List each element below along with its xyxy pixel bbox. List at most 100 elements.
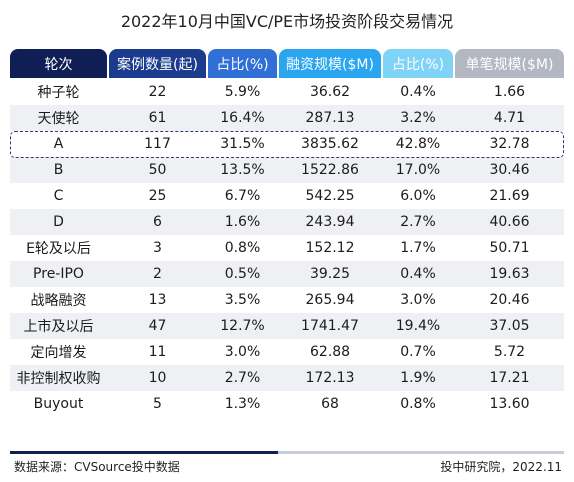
table-cell: 42.8%: [395, 136, 441, 152]
table-cell: 40.66: [489, 214, 530, 230]
table-cell: 0.5%: [224, 266, 261, 282]
table-cell: 265.94: [305, 292, 355, 308]
table-cell: 1.66: [493, 84, 526, 100]
footer-rule-light: [278, 451, 564, 454]
table-cell: 0.8%: [224, 240, 261, 256]
table-cell: 13: [148, 292, 167, 308]
table-cell: 3.0%: [400, 292, 436, 308]
table-cell: 1741.47: [301, 318, 359, 334]
table-cell: 1.7%: [400, 240, 436, 256]
row-label-cell: 上市及以后: [23, 319, 94, 335]
table-row: C 25 6.7% 542.25 6.0% 21.69: [10, 183, 564, 209]
table-cell: 3.5%: [224, 292, 261, 308]
table-cell: 3.2%: [400, 110, 436, 126]
table-cell: 6.7%: [224, 188, 261, 204]
row-label-cell: B: [53, 162, 64, 178]
table-cell: 25: [148, 188, 167, 204]
table-cell: 13.5%: [220, 162, 265, 178]
row-label-cell: 天使轮: [37, 111, 80, 127]
table-cell: 17.21: [489, 370, 530, 386]
row-label-cell: 定向增发: [30, 345, 87, 361]
table-cell: 5.72: [493, 344, 526, 360]
table-cell: 30.46: [489, 162, 530, 178]
column-header-5: 占比(%): [383, 49, 453, 78]
table-cell: 152.12: [305, 240, 355, 256]
column-header-2: 案例数量(起): [109, 49, 206, 78]
chart-title: 2022年10月中国VC/PE市场投资阶段交易情况: [120, 12, 454, 31]
table-cell: 68: [321, 396, 339, 412]
table-cell: 19.4%: [395, 318, 441, 334]
table-cell: 32.78: [489, 136, 530, 152]
row-label-cell: 种子轮: [37, 85, 80, 101]
table-cell: 2: [153, 266, 162, 282]
table-row: Buyout 5 1.3% 68 0.8% 13.60: [10, 391, 564, 417]
table-row: 天使轮 61 16.4% 287.13 3.2% 4.71: [10, 105, 564, 131]
table-cell: 2.7%: [400, 214, 436, 230]
table-cell: 10: [148, 370, 167, 386]
table-cell: 0.7%: [400, 344, 436, 360]
table-cell: 6.0%: [400, 188, 436, 204]
table-cell: 1522.86: [301, 162, 359, 178]
row-label-cell: 战略融资: [30, 293, 87, 309]
column-header-3: 占比(%): [208, 49, 277, 78]
table-cell: 50: [148, 162, 167, 178]
table-cell: 37.05: [489, 318, 530, 334]
table-cell: 1.6%: [224, 214, 261, 230]
table-row: 战略融资 13 3.5% 265.94 3.0% 20.46: [10, 287, 564, 313]
row-label-cell: C: [53, 188, 64, 204]
table-cell: 4.71: [493, 110, 526, 126]
table-cell: 31.5%: [220, 136, 265, 152]
table-cell: 3835.62: [301, 136, 359, 152]
table-cell: 0.8%: [400, 396, 436, 412]
table-cell: 2.7%: [224, 370, 261, 386]
table-row: A 117 31.5% 3835.62 42.8% 32.78: [10, 131, 564, 157]
table-row: 上市及以后 47 12.7% 1741.47 19.4% 37.05: [10, 313, 564, 339]
table-cell: 6: [153, 214, 162, 230]
table-cell: 50.71: [489, 240, 530, 256]
table-row: B 50 13.5% 1522.86 17.0% 30.46: [10, 157, 564, 183]
table-row: Pre-IPO 2 0.5% 39.25 0.4% 19.63: [10, 261, 564, 287]
table-cell: 12.7%: [220, 318, 265, 334]
column-header-6: 单笔规模($M): [455, 49, 564, 78]
table-cell: 13.60: [489, 396, 530, 412]
footer-rule-dark: [10, 451, 278, 454]
table-cell: 61: [148, 110, 167, 126]
table-row: 定向增发 11 3.0% 62.88 0.7% 5.72: [10, 339, 564, 365]
table-row: E轮及以后 3 0.8% 152.12 1.7% 50.71: [10, 235, 564, 261]
table-cell: 5: [153, 396, 162, 412]
table-row: 种子轮 22 5.9% 36.62 0.4% 1.66: [10, 79, 564, 105]
table-cell: 39.25: [309, 266, 351, 282]
source-note: 数据来源：CVSource投中数据: [14, 460, 180, 474]
credit-note: 投中研究院，2022.11: [440, 460, 562, 474]
row-label-cell: E轮及以后: [26, 241, 91, 257]
table-row: 非控制权收购 10 2.7% 172.13 1.9% 17.21: [10, 365, 564, 391]
table-cell: 47: [148, 318, 167, 334]
table-cell: 287.13: [305, 110, 355, 126]
table-cell: 117: [144, 136, 171, 152]
table-cell: 3: [153, 240, 162, 256]
table-cell: 62.88: [309, 344, 351, 360]
table-cell: 243.94: [305, 214, 355, 230]
row-label-cell: Pre-IPO: [33, 266, 84, 282]
table-cell: 542.25: [305, 188, 355, 204]
row-label-cell: 非控制权收购: [16, 371, 101, 387]
table-cell: 36.62: [309, 84, 351, 100]
table-cell: 0.4%: [400, 84, 436, 100]
table-cell: 1.9%: [400, 370, 436, 386]
table-cell: 1.3%: [224, 396, 261, 412]
table-cell: 172.13: [305, 370, 355, 386]
table-cell: 11: [148, 344, 167, 360]
table-cell: 0.4%: [400, 266, 436, 282]
row-label-cell: D: [53, 214, 64, 230]
table-cell: 22: [148, 84, 167, 100]
row-label-cell: A: [53, 136, 64, 152]
table-row: D 6 1.6% 243.94 2.7% 40.66: [10, 209, 564, 235]
table-cell: 3.0%: [224, 344, 261, 360]
table-cell: 17.0%: [395, 162, 441, 178]
column-header-4: 融资规模($M): [279, 49, 381, 78]
table-cell: 16.4%: [220, 110, 265, 126]
table-cell: 21.69: [489, 188, 530, 204]
column-header-1: 轮次: [10, 49, 107, 78]
row-label-cell: Buyout: [33, 396, 84, 412]
